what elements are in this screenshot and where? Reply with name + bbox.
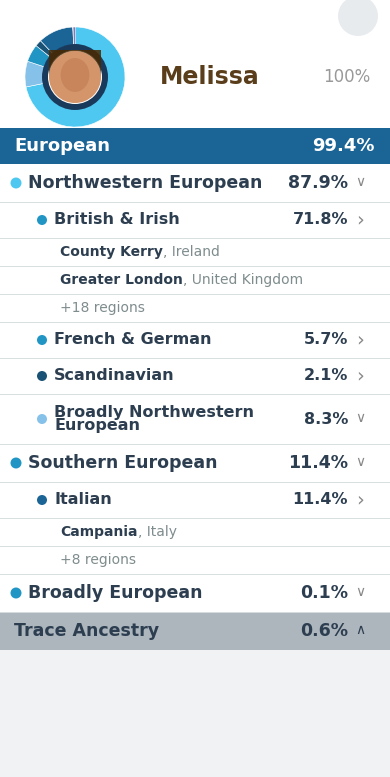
- Bar: [0, 0, 390, 128]
- Circle shape: [37, 335, 47, 345]
- Text: 11.4%: 11.4%: [288, 454, 348, 472]
- Text: 11.4%: 11.4%: [292, 493, 348, 507]
- Text: Trace Ancestry: Trace Ancestry: [14, 622, 159, 640]
- Bar: [0, 444, 390, 482]
- Bar: [0, 482, 390, 518]
- Text: ›: ›: [356, 330, 364, 350]
- Circle shape: [37, 495, 47, 505]
- Text: British & Irish: British & Irish: [54, 212, 180, 228]
- Text: ∨: ∨: [355, 411, 365, 425]
- Text: Scandinavian: Scandinavian: [54, 368, 175, 384]
- Text: 100%: 100%: [323, 68, 370, 86]
- Bar: [0, 128, 390, 164]
- Text: ∨: ∨: [355, 585, 365, 599]
- Bar: [0, 294, 390, 322]
- Wedge shape: [28, 46, 50, 67]
- Text: 0.1%: 0.1%: [300, 584, 348, 602]
- Wedge shape: [73, 27, 75, 45]
- Text: 0.6%: 0.6%: [300, 622, 348, 640]
- Text: Melissa: Melissa: [160, 65, 260, 89]
- Bar: [0, 266, 390, 294]
- Ellipse shape: [61, 58, 89, 92]
- Text: Greater London: Greater London: [60, 273, 183, 287]
- Wedge shape: [41, 27, 74, 54]
- Bar: [0, 546, 390, 574]
- Text: , Italy: , Italy: [138, 525, 177, 539]
- Circle shape: [338, 0, 378, 36]
- Bar: [0, 612, 390, 650]
- Bar: [0, 164, 390, 202]
- Text: 8.3%: 8.3%: [304, 412, 348, 427]
- Text: European: European: [14, 137, 110, 155]
- Text: , Ireland: , Ireland: [163, 245, 220, 259]
- Bar: [0, 518, 390, 546]
- Text: 5.7%: 5.7%: [304, 333, 348, 347]
- Text: +8 regions: +8 regions: [60, 553, 136, 567]
- Text: ›: ›: [356, 367, 364, 385]
- Text: Southern European: Southern European: [28, 454, 218, 472]
- Text: European: European: [54, 418, 140, 434]
- Text: County Kerry: County Kerry: [60, 245, 163, 259]
- Text: , United Kingdom: , United Kingdom: [183, 273, 303, 287]
- Circle shape: [42, 44, 108, 110]
- Bar: [0, 322, 390, 358]
- Text: ∨: ∨: [355, 175, 365, 189]
- Text: 87.9%: 87.9%: [288, 174, 348, 192]
- Text: 99.4%: 99.4%: [312, 137, 375, 155]
- Wedge shape: [25, 61, 44, 87]
- Bar: [0, 202, 390, 238]
- Circle shape: [11, 587, 21, 598]
- Text: ›: ›: [356, 211, 364, 229]
- Bar: [0, 394, 390, 444]
- Text: +18 regions: +18 regions: [60, 301, 145, 315]
- Text: Broadly European: Broadly European: [28, 584, 202, 602]
- Bar: [0, 238, 390, 266]
- Circle shape: [48, 50, 102, 104]
- Circle shape: [49, 51, 101, 103]
- Text: French & German: French & German: [54, 333, 211, 347]
- Circle shape: [11, 177, 21, 189]
- Circle shape: [37, 371, 47, 381]
- Bar: [0, 574, 390, 612]
- Circle shape: [37, 414, 47, 424]
- Circle shape: [11, 458, 21, 469]
- Bar: [0, 358, 390, 394]
- Wedge shape: [26, 27, 125, 127]
- Text: Broadly Northwestern: Broadly Northwestern: [54, 405, 254, 420]
- Text: Italian: Italian: [54, 493, 112, 507]
- Text: ∨: ∨: [355, 455, 365, 469]
- Text: Northwestern European: Northwestern European: [28, 174, 262, 192]
- Wedge shape: [36, 40, 53, 57]
- Wedge shape: [73, 27, 74, 45]
- Text: ›: ›: [356, 490, 364, 510]
- Circle shape: [37, 215, 47, 225]
- Text: ∧: ∧: [355, 623, 365, 637]
- Text: Campania: Campania: [60, 525, 138, 539]
- Text: 71.8%: 71.8%: [292, 212, 348, 228]
- Text: 2.1%: 2.1%: [304, 368, 348, 384]
